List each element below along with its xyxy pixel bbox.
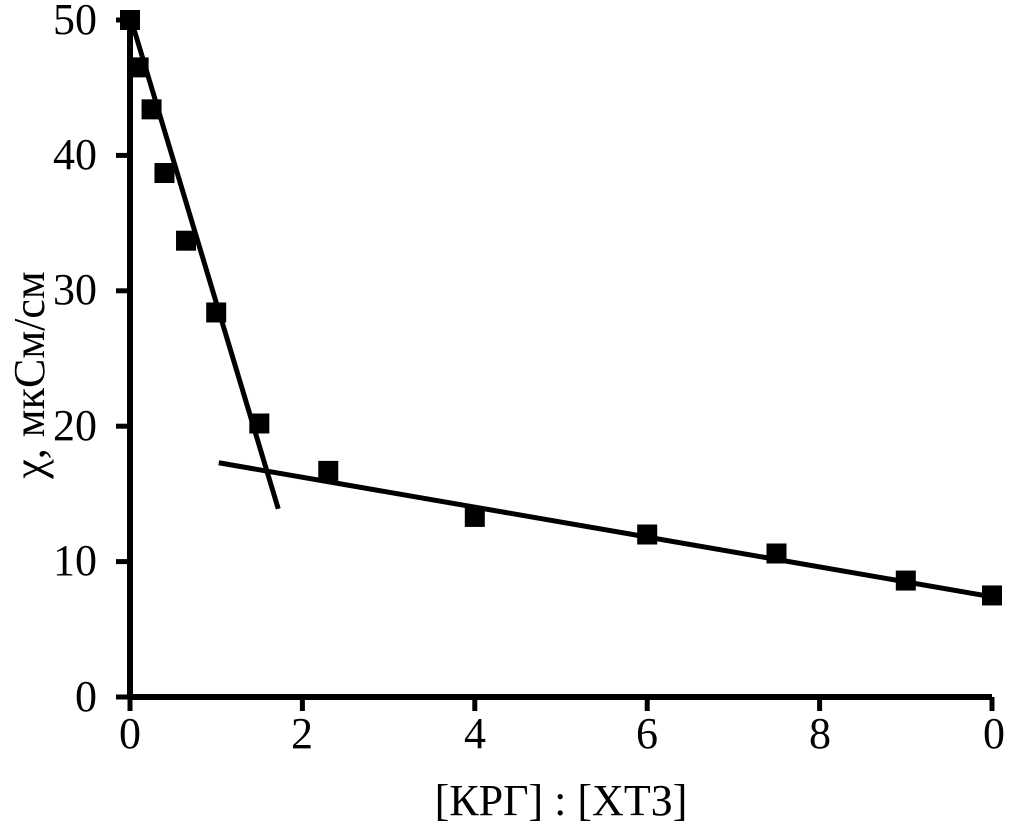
xtick-label-8: 8 [809, 709, 831, 758]
data-point-marker [176, 230, 197, 251]
ytick-label-50: 50 [53, 0, 97, 44]
ytick-label-10: 10 [53, 536, 97, 585]
xtick-label-0: 0 [119, 709, 141, 758]
xtick-label-10: 0 [983, 709, 1005, 758]
data-point-marker [249, 413, 270, 434]
data-point-marker [318, 460, 339, 481]
xtick-label-2: 2 [291, 709, 313, 758]
ytick-label-30: 30 [53, 265, 97, 314]
data-point-marker [982, 585, 1002, 606]
ytick-label-0: 0 [75, 672, 97, 721]
data-point-marker [120, 10, 140, 30]
data-point-marker [637, 524, 658, 545]
data-point-marker [895, 570, 916, 591]
xtick-label-4: 4 [464, 709, 486, 758]
xtick-label-6: 6 [636, 709, 658, 758]
data-point-marker [141, 99, 162, 120]
axes-group [116, 17, 995, 711]
y-axis-title: χ, мкСм/см [5, 271, 54, 479]
data-points-group [120, 10, 1002, 606]
trend-line [127, 15, 281, 510]
x-axis-title: [КРГ] : [ХТЗ] [434, 776, 688, 825]
ytick-label-20: 20 [53, 401, 97, 450]
ytick-label-40: 40 [53, 130, 97, 179]
data-point-marker [766, 543, 787, 564]
data-point-marker [464, 506, 485, 527]
data-point-marker [128, 57, 149, 78]
trend-line [218, 460, 993, 600]
data-point-marker [154, 163, 175, 184]
data-point-marker [206, 302, 227, 323]
fit-lines-group [127, 15, 993, 600]
